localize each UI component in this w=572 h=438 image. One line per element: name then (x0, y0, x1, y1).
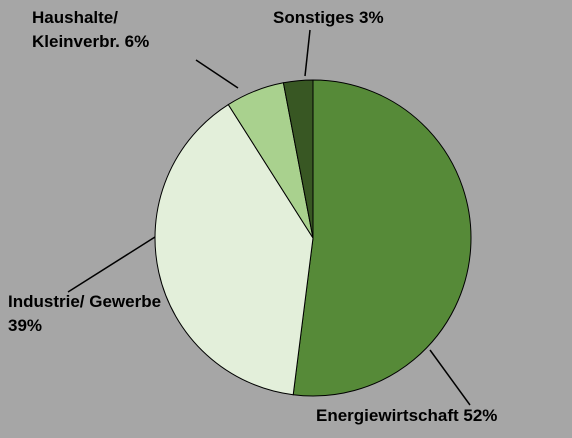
category-label: Industrie/ Gewerbe (8, 292, 162, 311)
slice-label: Haushalte/ Kleinverbr. 6% (32, 6, 192, 54)
value-label: 52% (463, 406, 498, 425)
leader-line (429, 349, 471, 406)
pie-slice (154, 103, 314, 396)
category-label: Energiewirtschaft (316, 406, 459, 425)
value-label: 39% (8, 316, 43, 335)
slice-label: Energiewirtschaft 52% (316, 404, 572, 428)
leader-line (195, 59, 239, 89)
value-label: 3% (358, 8, 384, 27)
category-label: Sonstiges (273, 8, 355, 27)
leader-line (304, 29, 311, 77)
pie-slice (282, 79, 314, 239)
value-label: 6% (124, 32, 150, 51)
pie-slice (292, 79, 472, 397)
leader-line (67, 236, 156, 293)
slice-label: Sonstiges 3% (273, 6, 473, 30)
slice-label: Industrie/ Gewerbe 39% (8, 290, 168, 338)
category-label: Haushalte/ Kleinverbr. (32, 8, 120, 51)
